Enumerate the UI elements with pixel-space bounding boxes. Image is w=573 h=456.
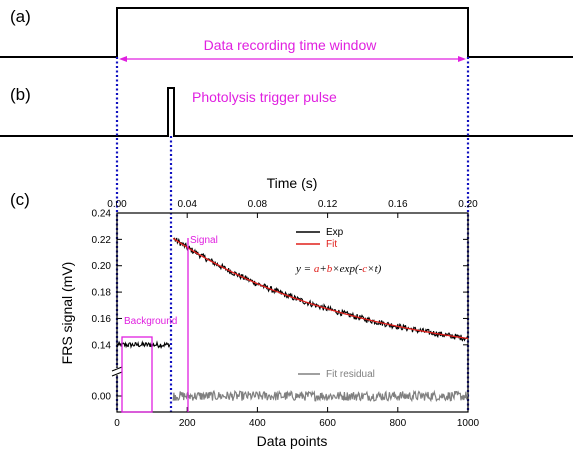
x-tick-label: 600 (319, 418, 336, 429)
x-tick-label: 400 (249, 418, 266, 429)
y-tick-label: 0.16 (92, 314, 112, 325)
plot-frame (116, 212, 469, 413)
top-tick-label: 0.08 (248, 199, 268, 210)
legend-label-exp: Exp (326, 227, 344, 238)
legend: Exp Fit (296, 227, 344, 250)
fit-line (172, 237, 469, 340)
recording-window-trace (0, 7, 573, 58)
signal-label: Signal (190, 235, 218, 246)
top-tick-label: 0.12 (318, 199, 338, 210)
residual-line (172, 389, 469, 403)
exp-line-baseline (116, 340, 171, 350)
y-tick-label: 0.20 (92, 261, 112, 272)
axis-ticks: 0 200 400 600 800 1000 0.00 0.04 0.08 0.12 0.16 0.2… (92, 199, 480, 429)
panel-label-a: (a) (10, 7, 31, 26)
background-box (121, 336, 153, 413)
y-axis-title: FRS signal (mV) (59, 262, 75, 365)
panel-label-c: (c) (10, 190, 30, 209)
legend-label-fit: Fit (326, 239, 337, 250)
y-tick-label: 0.14 (92, 340, 112, 351)
top-tick-label: 0.04 (177, 199, 197, 210)
recording-window-label: Data recording time window (204, 37, 378, 53)
x-tick-label: 0 (114, 418, 120, 429)
x-tick-label: 200 (179, 418, 196, 429)
x-tick-label: 1000 (457, 418, 480, 429)
y-tick-label-lower: 0.00 (92, 392, 112, 403)
y-tick-label: 0.18 (92, 288, 112, 299)
chart-marks (116, 237, 469, 403)
top-tick-label: 0.00 (107, 199, 127, 210)
top-tick-label: 0.16 (388, 199, 408, 210)
top-axis-title: Time (s) (267, 175, 318, 191)
exp-line-decay (173, 237, 469, 342)
axis-break-mark (111, 366, 123, 377)
trigger-pulse-label: Photolysis trigger pulse (192, 89, 337, 105)
residual-label: Fit residual (326, 369, 375, 380)
x-axis-title: Data points (257, 433, 328, 449)
panel-label-b: (b) (10, 85, 31, 104)
top-tick-label: 0.20 (458, 199, 478, 210)
background-label: Background (124, 316, 177, 327)
trigger-pulse-trace (0, 87, 573, 137)
fit-equation: y = a+b×exp(-c×t) (295, 263, 382, 275)
recording-window-arrow (119, 56, 466, 62)
y-tick-label: 0.24 (92, 209, 112, 220)
y-tick-label: 0.22 (92, 235, 112, 246)
x-tick-label: 800 (389, 418, 406, 429)
